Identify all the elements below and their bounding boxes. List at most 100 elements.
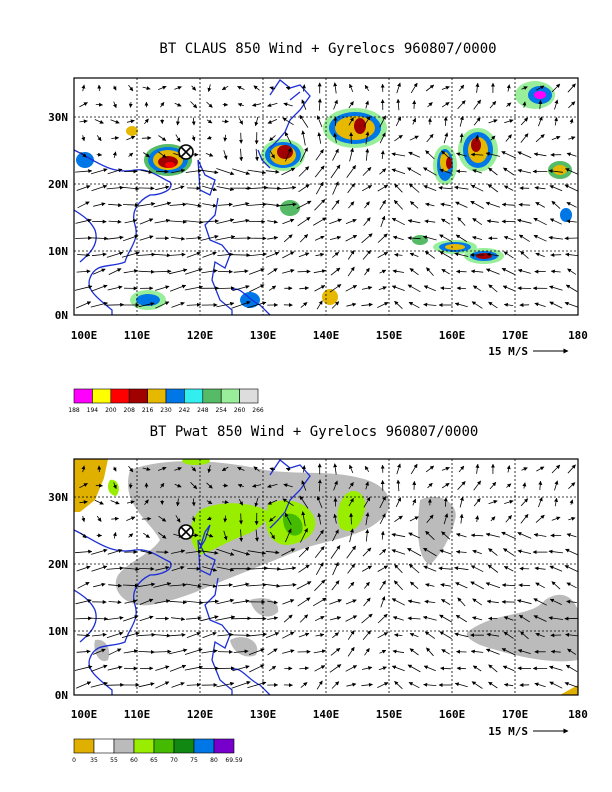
wind-vector (314, 616, 325, 622)
wind-vector (459, 513, 464, 524)
wind-vector (394, 564, 403, 574)
wind-vector (298, 564, 310, 573)
wind-vector (206, 119, 213, 124)
wind-vector (282, 218, 295, 225)
wind-vector (296, 200, 312, 209)
panel-1-axis-labels: 100E 110E 120E 130E 140E 150E 160E 170E … (48, 111, 588, 342)
wind-vector (331, 632, 340, 639)
wind-vector (536, 466, 545, 472)
wind-vector (76, 269, 91, 274)
wind-vector (205, 533, 214, 538)
wind-vector (283, 102, 293, 107)
wind-vector (246, 632, 267, 637)
wind-vector (137, 582, 156, 588)
wind-vector (285, 147, 292, 162)
wind-vector (485, 201, 501, 208)
wind-vector (407, 236, 421, 241)
wind-vector (538, 480, 543, 491)
wind-vector (299, 234, 309, 243)
wind-vector (503, 631, 514, 639)
wind-vector (187, 186, 201, 191)
wind-vector (281, 548, 296, 556)
wind-vector (106, 251, 124, 258)
wind-vector (439, 168, 452, 174)
wind-vector (174, 86, 182, 90)
wind-vector (503, 302, 514, 307)
wind-vector (456, 152, 467, 157)
wind-vector (408, 532, 420, 539)
wind-vector (186, 302, 201, 307)
wind-vector (548, 616, 564, 621)
wind-vector (252, 102, 262, 107)
wind-vector (298, 252, 310, 258)
wind-vector (301, 465, 306, 473)
wind-vector (144, 499, 149, 505)
wind-vector (299, 666, 309, 671)
wind-vector (568, 516, 576, 521)
wind-vector (248, 648, 265, 655)
wind-vector (379, 132, 386, 144)
wind-vector (206, 516, 212, 521)
wind-vector (283, 234, 293, 243)
wind-vector (122, 567, 140, 572)
wind-vector (410, 463, 418, 475)
wind-vector (330, 164, 341, 179)
wind-vector (459, 115, 464, 127)
wind-vector (409, 632, 419, 638)
wind-vector (170, 252, 186, 257)
wind-vector (377, 565, 389, 572)
wind-vector (489, 100, 497, 109)
wind-vector (223, 530, 228, 541)
wind-vector (316, 496, 323, 509)
lat-tick: 0N (55, 309, 68, 322)
wind-vector (253, 85, 260, 91)
wind-vector (221, 85, 229, 91)
wind-vector (438, 566, 453, 571)
wind-vector (169, 600, 187, 605)
wind-vector (232, 599, 250, 604)
panel-1-title: BT CLAUS 850 Wind + Gyrelocs 960807/0000 (159, 41, 496, 57)
wind-vector (330, 616, 342, 621)
wind-vector (348, 497, 354, 507)
wind-vector (184, 268, 203, 275)
wind-vector (143, 152, 150, 158)
wind-vector (455, 549, 467, 554)
wind-vector (568, 482, 576, 489)
wind-vector (485, 151, 500, 157)
wind-scale-label: 15 M/S (488, 725, 528, 738)
wind-vector (158, 85, 167, 90)
wind-vector (455, 614, 468, 623)
wind-vector (408, 563, 420, 574)
colorbar-swatch (110, 388, 130, 404)
wind-vector (191, 117, 196, 126)
wind-vector (348, 101, 354, 109)
wind-vector (501, 531, 516, 540)
wind-vector (171, 185, 185, 191)
wind-vector (567, 648, 577, 655)
wind-vector (548, 549, 564, 554)
wind-vector (91, 252, 107, 257)
wind-vector (377, 632, 389, 639)
wind-vector (300, 302, 308, 308)
wind-vector (121, 251, 140, 258)
wind-vector (108, 600, 122, 605)
wind-vector (284, 131, 292, 145)
wind-vector (549, 185, 563, 192)
colorbar-swatch (213, 738, 235, 754)
wind-vector (298, 632, 310, 638)
wind-vector (299, 114, 309, 128)
wind-vector (206, 101, 213, 108)
wind-vector (407, 599, 421, 604)
wind-vector (470, 649, 484, 654)
wind-vector (347, 266, 355, 277)
wind-vector (349, 83, 354, 93)
wind-vector (128, 152, 134, 157)
wind-vector (158, 515, 167, 522)
wind-vector (346, 682, 357, 687)
wind-vector (108, 219, 122, 224)
wind-vector (533, 533, 547, 537)
wind-vector (331, 199, 340, 210)
wind-vector (380, 596, 386, 608)
colorbar-swatch (128, 388, 148, 404)
wind-vector (488, 284, 498, 293)
